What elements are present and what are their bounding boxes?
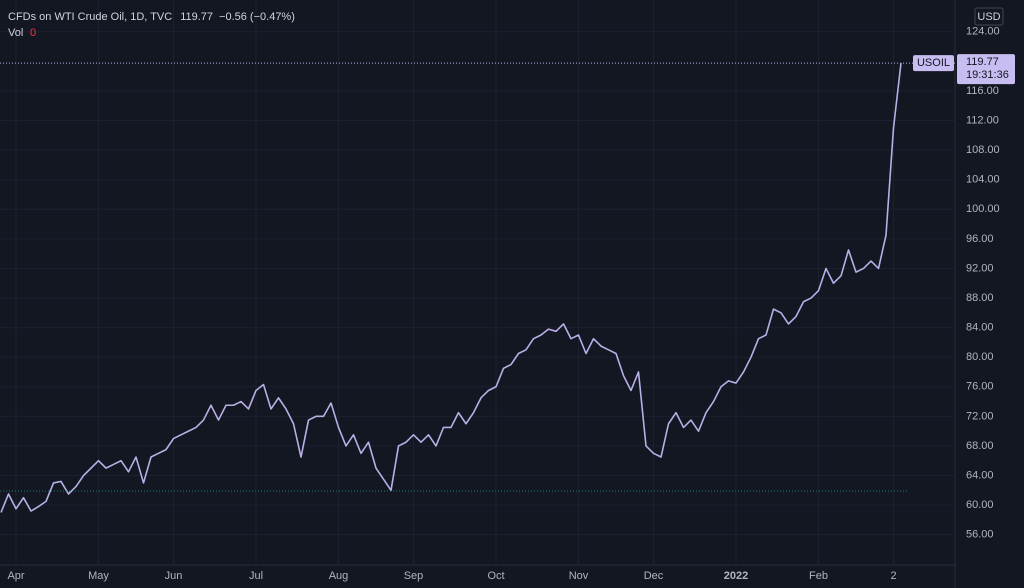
x-tick-label: Feb bbox=[809, 570, 828, 582]
x-tick-label: 2 bbox=[890, 570, 896, 582]
symbol-tag-label: USOIL bbox=[917, 57, 950, 69]
last-price: 119.77 bbox=[180, 11, 213, 23]
y-tick-label: 96.00 bbox=[966, 233, 994, 245]
y-tick-label: 80.00 bbox=[966, 351, 994, 363]
price-change: −0.56 (−0.47%) bbox=[219, 11, 295, 23]
price-tag-value: 119.77 bbox=[966, 56, 999, 68]
x-tick-label: Sep bbox=[404, 570, 424, 582]
y-tick-label: 84.00 bbox=[966, 322, 994, 334]
grid bbox=[0, 0, 955, 565]
x-tick-label: Aug bbox=[329, 570, 349, 582]
currency: USD bbox=[977, 11, 1000, 23]
y-tick-label: 124.00 bbox=[966, 26, 1000, 38]
currency-box bbox=[974, 7, 1004, 26]
y-tick-label: 112.00 bbox=[966, 114, 999, 126]
x-tick-label: Jul bbox=[249, 570, 263, 582]
y-tick-label: 116.00 bbox=[966, 85, 999, 97]
y-tick-label: 56.00 bbox=[966, 529, 994, 541]
y-tick-label: 104.00 bbox=[966, 174, 1000, 186]
volume-value: 0 bbox=[30, 27, 36, 39]
x-tick-label: Oct bbox=[487, 570, 504, 582]
y-tick-label: 64.00 bbox=[966, 469, 994, 481]
y-tick-label: 60.00 bbox=[966, 499, 994, 511]
y-tick-label: 92.00 bbox=[966, 262, 994, 274]
y-tick-label: 72.00 bbox=[966, 410, 994, 422]
y-tick-label: 76.00 bbox=[966, 381, 994, 393]
x-tick-label: May bbox=[88, 570, 109, 582]
x-tick-label: 2022 bbox=[724, 570, 748, 582]
price-line bbox=[0, 62, 902, 513]
price-tag-countdown: 19:31:36 bbox=[966, 69, 1009, 81]
x-tick-label: Nov bbox=[569, 570, 589, 582]
y-tick-label: 88.00 bbox=[966, 292, 994, 304]
y-tick-label: 68.00 bbox=[966, 440, 994, 452]
x-tick-label: Apr bbox=[7, 570, 24, 582]
y-tick-label: 100.00 bbox=[966, 203, 1000, 215]
price-tag bbox=[957, 54, 1015, 85]
y-tick-label: 108.00 bbox=[966, 144, 1000, 156]
symbol-tag bbox=[913, 55, 954, 72]
volume-label: Vol bbox=[8, 27, 23, 39]
symbol-title: CFDs on WTI Crude Oil, 1D, TVC bbox=[8, 11, 172, 23]
x-tick-label: Dec bbox=[644, 570, 664, 582]
x-tick-label: Jun bbox=[165, 570, 183, 582]
marks bbox=[0, 62, 955, 513]
